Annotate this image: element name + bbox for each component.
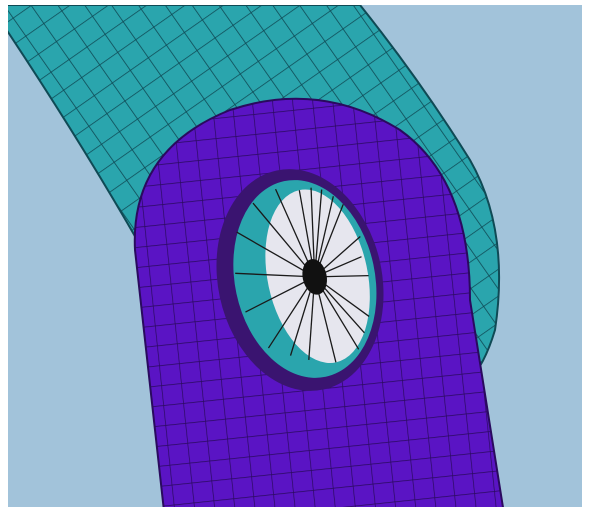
pin-center [302, 259, 327, 295]
pin-hole [216, 169, 384, 391]
pin-spokes [235, 187, 370, 363]
scene [8, 5, 582, 507]
